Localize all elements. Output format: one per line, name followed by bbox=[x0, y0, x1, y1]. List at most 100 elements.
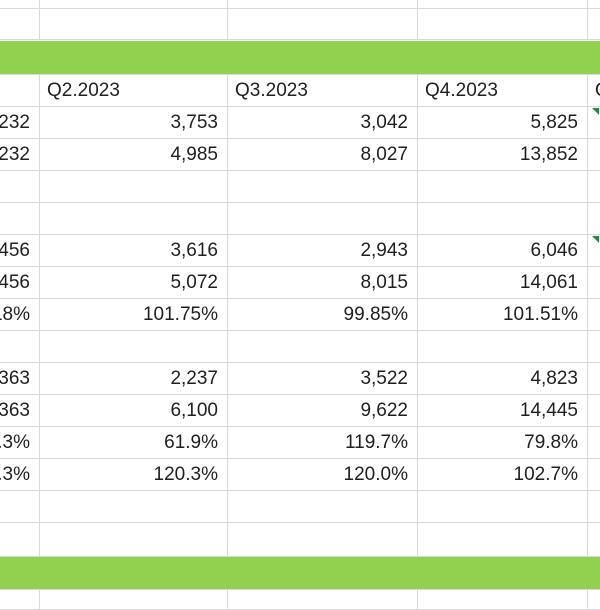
cell[interactable] bbox=[418, 0, 588, 9]
cell[interactable]: 456 bbox=[0, 267, 40, 299]
cell[interactable] bbox=[228, 491, 418, 523]
cell[interactable]: 14,445 bbox=[418, 395, 588, 427]
cell[interactable]: 4,985 bbox=[40, 139, 228, 171]
cell[interactable] bbox=[228, 9, 418, 40]
cell[interactable]: 6,100 bbox=[40, 395, 228, 427]
cell[interactable] bbox=[588, 171, 600, 203]
cell[interactable]: 119.7% bbox=[228, 427, 418, 459]
cell[interactable] bbox=[588, 459, 600, 491]
cell[interactable] bbox=[588, 235, 600, 267]
cell[interactable]: 6,046 bbox=[418, 235, 588, 267]
cell[interactable]: 101.51% bbox=[418, 299, 588, 331]
cell[interactable]: 363 bbox=[0, 363, 40, 395]
cell[interactable]: 2,943 bbox=[228, 235, 418, 267]
cell[interactable] bbox=[588, 491, 600, 523]
comment-indicator-icon[interactable] bbox=[592, 236, 599, 243]
cell[interactable] bbox=[418, 523, 588, 557]
cell[interactable] bbox=[588, 395, 600, 427]
comment-indicator-icon[interactable] bbox=[592, 108, 599, 115]
green-header-band[interactable] bbox=[0, 41, 600, 75]
cell[interactable] bbox=[40, 491, 228, 523]
cell[interactable] bbox=[0, 523, 40, 557]
cell[interactable] bbox=[418, 171, 588, 203]
cell[interactable] bbox=[40, 9, 228, 40]
table-row: .3% 61.9% 119.7% 79.8% bbox=[0, 427, 600, 459]
cell[interactable] bbox=[588, 299, 600, 331]
green-footer-band[interactable] bbox=[0, 557, 600, 590]
cell[interactable] bbox=[0, 590, 40, 610]
cell[interactable]: 18% bbox=[0, 299, 40, 331]
cell[interactable]: 3,042 bbox=[228, 107, 418, 139]
table-row bbox=[0, 203, 600, 235]
cell[interactable] bbox=[40, 523, 228, 557]
cell[interactable]: 456 bbox=[0, 235, 40, 267]
cell[interactable] bbox=[418, 9, 588, 40]
cell[interactable]: 3,753 bbox=[40, 107, 228, 139]
cell[interactable] bbox=[40, 171, 228, 203]
cell[interactable] bbox=[0, 9, 40, 40]
header-cell-q2-2023[interactable]: Q2.2023 bbox=[40, 75, 228, 107]
cell[interactable] bbox=[588, 0, 600, 9]
cell[interactable]: 232 bbox=[0, 107, 40, 139]
header-cell-next[interactable]: Q bbox=[588, 75, 600, 107]
cell[interactable] bbox=[0, 0, 40, 9]
cell[interactable] bbox=[228, 203, 418, 235]
cell[interactable] bbox=[0, 331, 40, 363]
cell[interactable]: .3% bbox=[0, 427, 40, 459]
cell[interactable] bbox=[418, 590, 588, 610]
cell[interactable] bbox=[588, 590, 600, 610]
cell[interactable] bbox=[0, 171, 40, 203]
header-cell[interactable] bbox=[0, 75, 40, 107]
cell[interactable] bbox=[40, 331, 228, 363]
cell[interactable] bbox=[228, 0, 418, 9]
cell[interactable]: 8,027 bbox=[228, 139, 418, 171]
cell[interactable] bbox=[588, 139, 600, 171]
cell[interactable] bbox=[40, 590, 228, 610]
cell[interactable] bbox=[588, 427, 600, 459]
cell[interactable]: 14,061 bbox=[418, 267, 588, 299]
header-cell-q4-2023[interactable]: Q4.2023 bbox=[418, 75, 588, 107]
table-row: 232 4,985 8,027 13,852 bbox=[0, 139, 600, 171]
cell[interactable] bbox=[588, 203, 600, 235]
cell[interactable] bbox=[588, 267, 600, 299]
cell[interactable]: 102.7% bbox=[418, 459, 588, 491]
cell[interactable] bbox=[228, 171, 418, 203]
cell[interactable] bbox=[588, 331, 600, 363]
cell[interactable]: 120.0% bbox=[228, 459, 418, 491]
cell[interactable] bbox=[40, 203, 228, 235]
cell[interactable] bbox=[588, 9, 600, 40]
cell[interactable]: 232 bbox=[0, 139, 40, 171]
cell[interactable]: 5,072 bbox=[40, 267, 228, 299]
cell[interactable]: 3,522 bbox=[228, 363, 418, 395]
cell[interactable]: 79.8% bbox=[418, 427, 588, 459]
cell[interactable] bbox=[588, 523, 600, 557]
cell[interactable] bbox=[418, 331, 588, 363]
table-row bbox=[0, 491, 600, 523]
quarter-header-row: Q2.2023 Q3.2023 Q4.2023 Q bbox=[0, 75, 600, 107]
cell[interactable] bbox=[418, 491, 588, 523]
header-cell-q3-2023[interactable]: Q3.2023 bbox=[228, 75, 418, 107]
cell[interactable] bbox=[228, 523, 418, 557]
cell[interactable]: 5,825 bbox=[418, 107, 588, 139]
cell[interactable]: 363 bbox=[0, 395, 40, 427]
cell[interactable]: 101.75% bbox=[40, 299, 228, 331]
cell[interactable] bbox=[228, 331, 418, 363]
cell[interactable]: 61.9% bbox=[40, 427, 228, 459]
cell[interactable]: 120.3% bbox=[40, 459, 228, 491]
cell[interactable] bbox=[0, 203, 40, 235]
cell[interactable]: .3% bbox=[0, 459, 40, 491]
cell[interactable]: 4,823 bbox=[418, 363, 588, 395]
cell[interactable]: 3,616 bbox=[40, 235, 228, 267]
cell[interactable] bbox=[588, 107, 600, 139]
cell[interactable] bbox=[588, 363, 600, 395]
cell[interactable] bbox=[418, 203, 588, 235]
cell[interactable] bbox=[0, 491, 40, 523]
empty-row bbox=[0, 9, 600, 40]
cell[interactable]: 13,852 bbox=[418, 139, 588, 171]
cell[interactable]: 9,622 bbox=[228, 395, 418, 427]
cell[interactable] bbox=[228, 590, 418, 610]
cell[interactable]: 8,015 bbox=[228, 267, 418, 299]
cell[interactable] bbox=[40, 0, 228, 9]
cell[interactable]: 2,237 bbox=[40, 363, 228, 395]
cell[interactable]: 99.85% bbox=[228, 299, 418, 331]
